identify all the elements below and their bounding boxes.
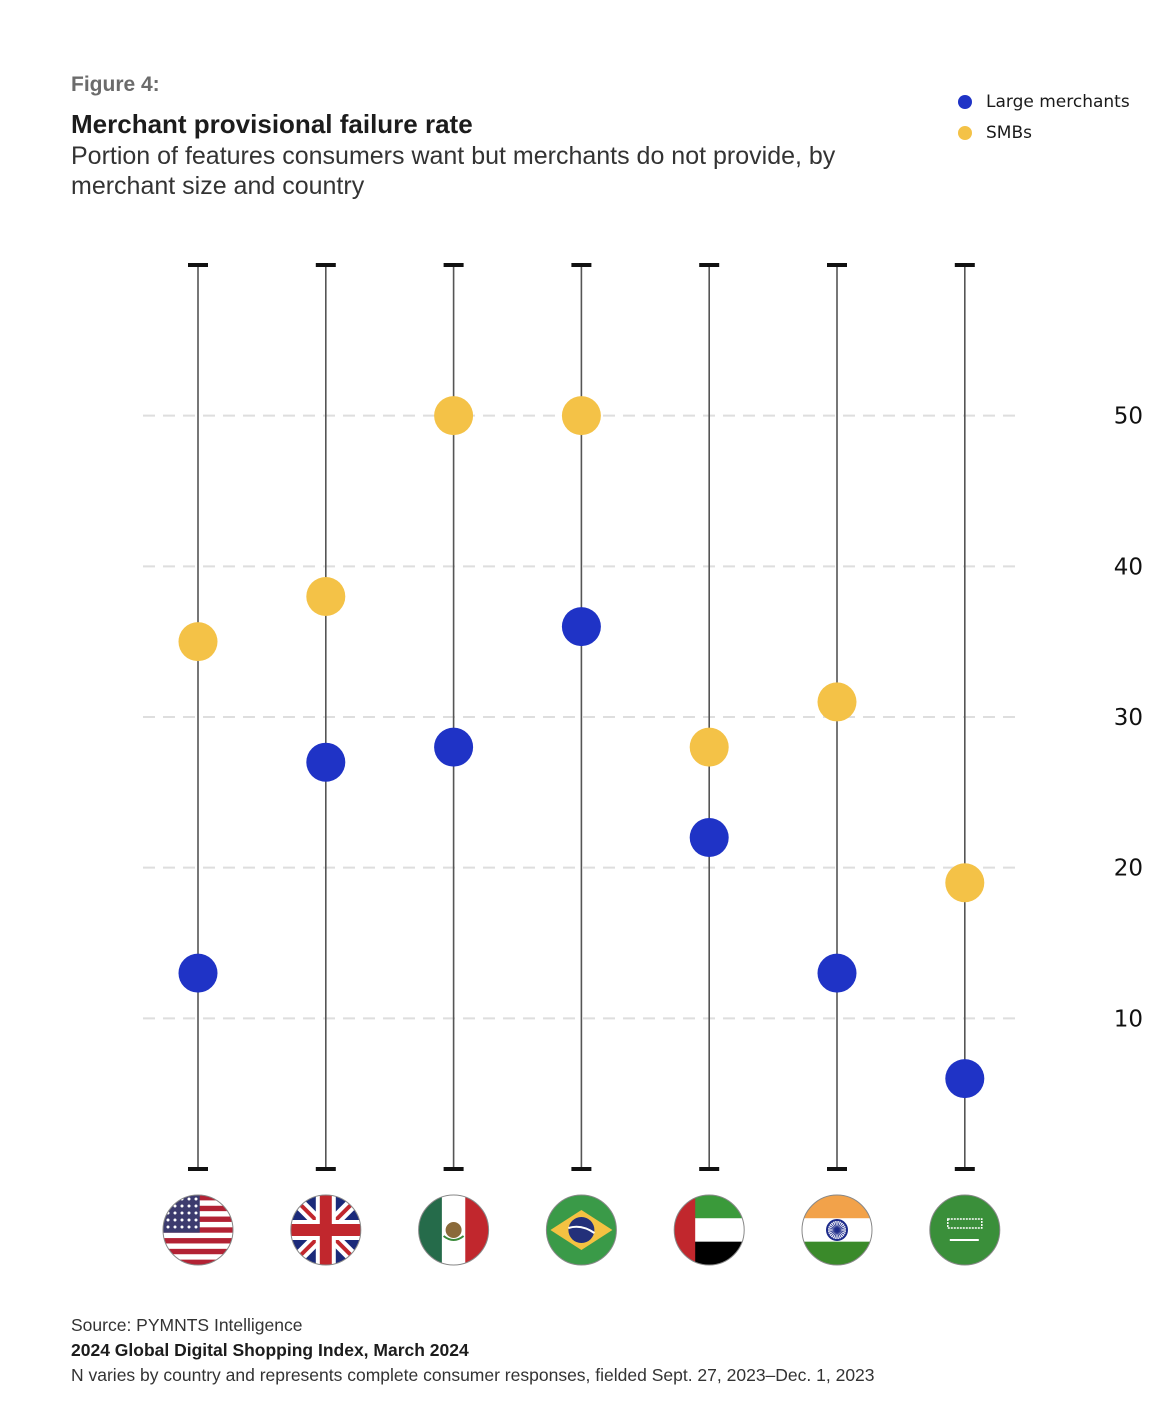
flag-stripe [163, 1259, 233, 1265]
point-smbs [561, 396, 601, 436]
mexico-flag-icon [418, 1195, 489, 1265]
flag-star [180, 1218, 184, 1222]
flag-star [194, 1218, 198, 1222]
flag-outline [673, 1194, 745, 1266]
figure-label: Figure 4: [71, 73, 160, 96]
flag-outline [418, 1194, 490, 1266]
flag-stripe [163, 1238, 233, 1244]
flag-stripe [163, 1254, 233, 1261]
flag-green [802, 1241, 872, 1265]
flag-star [180, 1204, 184, 1208]
point-smbs [689, 727, 729, 767]
legend-item-smbs: SMBs [958, 117, 1130, 148]
flag-star [194, 1197, 198, 1201]
gridlines [143, 414, 1022, 1020]
flag-star [166, 1197, 170, 1201]
footer: Source: PYMNTS Intelligence 2024 Global … [71, 1313, 875, 1388]
flag-chakra [826, 1219, 848, 1241]
y-tick-label: 40 [1114, 554, 1143, 580]
y-axis: 10 20 30 40 50 [1114, 404, 1143, 1033]
flag-star [173, 1211, 177, 1215]
flag-stripe [163, 1248, 233, 1255]
flag-stripe [163, 1232, 233, 1239]
flag-outline [929, 1194, 1001, 1266]
flag-globe [568, 1217, 595, 1243]
points [178, 396, 985, 1099]
saudi-arabia-flag-icon [929, 1195, 1000, 1265]
point-large-merchants [817, 953, 857, 993]
flag-outline [801, 1194, 873, 1266]
flag-star [173, 1197, 177, 1201]
flag-star [187, 1218, 191, 1222]
legend: Large merchants SMBs [958, 86, 1130, 148]
flag-emblem-wreath [442, 1235, 465, 1241]
legend-dot-large-merchants [958, 94, 972, 109]
flag-star [187, 1211, 191, 1215]
y-tick-label: 10 [1114, 1006, 1143, 1032]
report-title: 2024 Global Digital Shopping Index, Marc… [71, 1340, 469, 1360]
flag-red-band [674, 1195, 696, 1265]
legend-label: SMBs [986, 122, 1032, 143]
flag-script [947, 1218, 983, 1229]
flag-green [418, 1195, 442, 1265]
flag-outline [290, 1194, 362, 1266]
stems [188, 263, 975, 1171]
flag-star [180, 1211, 184, 1215]
y-tick-label: 20 [1114, 856, 1143, 882]
point-large-merchants [561, 607, 601, 647]
flag-star [187, 1197, 191, 1201]
flag-cross-red [319, 1195, 332, 1265]
flag-star [173, 1218, 177, 1222]
country-flags [162, 1194, 1001, 1266]
flag-star [194, 1211, 198, 1215]
y-tick-label: 30 [1114, 705, 1143, 731]
flag-star [166, 1218, 170, 1222]
y-tick-label: 50 [1114, 404, 1143, 430]
flag-chakra-spoke [828, 1227, 846, 1233]
flag-star [173, 1225, 177, 1229]
source-text: Source: PYMNTS Intelligence [71, 1315, 303, 1335]
flag-star [194, 1225, 198, 1229]
point-large-merchants [945, 1059, 985, 1099]
flag-star [166, 1225, 170, 1229]
point-smbs [434, 396, 474, 436]
point-large-merchants [178, 953, 218, 993]
flag-saffron [802, 1195, 872, 1219]
flag-red [465, 1195, 489, 1265]
flag-star [166, 1204, 170, 1208]
legend-dot-smbs [958, 125, 972, 140]
flag-star [194, 1204, 198, 1208]
flag-stripe [163, 1243, 233, 1250]
legend-item-large-merchants: Large merchants [958, 86, 1130, 117]
chart-title: Merchant provisional failure rate [71, 109, 473, 139]
point-smbs [306, 576, 346, 616]
flag-outline [545, 1194, 617, 1266]
flag-band [568, 1225, 595, 1234]
point-smbs [817, 682, 857, 722]
uk-flag-icon [290, 1195, 361, 1265]
flag-star [187, 1204, 191, 1208]
flag-star [180, 1225, 184, 1229]
flag-star [187, 1225, 191, 1229]
point-large-merchants [689, 818, 729, 858]
flag-bg [929, 1195, 1000, 1265]
legend-label: Large merchants [986, 91, 1130, 112]
brazil-flag-icon [546, 1195, 617, 1265]
uae-flag-icon [674, 1195, 745, 1265]
flag-emblem [445, 1222, 462, 1238]
point-large-merchants [306, 742, 346, 782]
india-flag-icon [802, 1195, 872, 1265]
chart-area: 10 20 30 40 50 [143, 263, 1143, 1266]
methodology-note: N varies by country and represents compl… [71, 1365, 875, 1385]
point-smbs [178, 622, 218, 662]
point-smbs [945, 863, 985, 903]
flag-star [173, 1204, 177, 1208]
point-large-merchants [434, 727, 474, 767]
flag-outline [162, 1194, 234, 1266]
chart-subtitle: Portion of features consumers want but m… [71, 142, 836, 200]
us-flag-icon [163, 1195, 233, 1265]
